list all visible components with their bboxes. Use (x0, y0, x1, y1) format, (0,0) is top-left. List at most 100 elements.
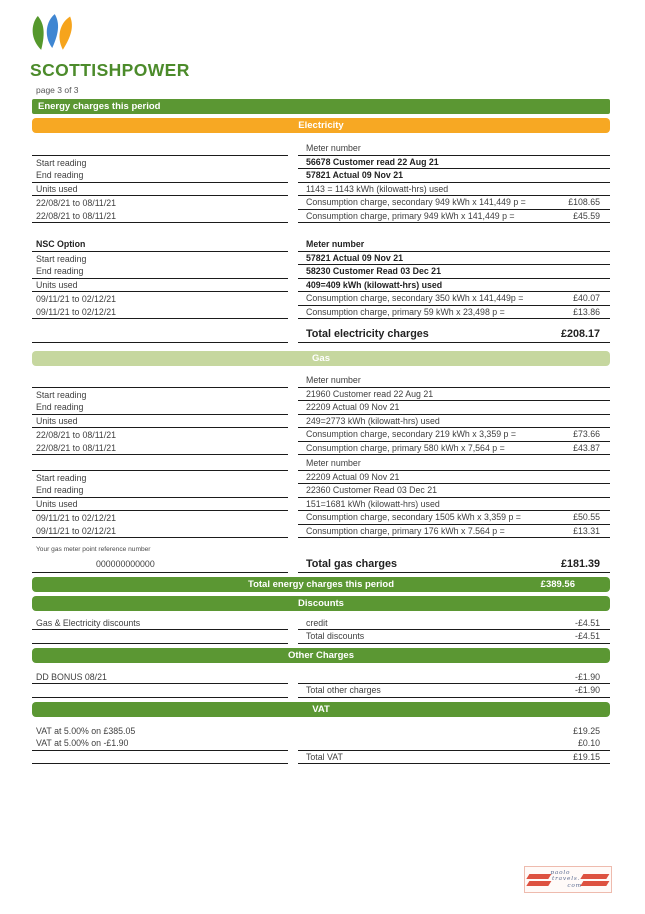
row-label: VAT at 5.00% on -£1.90 (32, 737, 288, 751)
row-description: Meter number (306, 239, 365, 249)
row-label: Units used (32, 279, 288, 292)
row-value: Consumption charge, primary 580 kWh x 7,… (298, 442, 610, 455)
row-label: Gas & Electricity discounts (32, 617, 288, 630)
total-energy-label: Total energy charges this period (247, 578, 395, 590)
table-row: Meter number (32, 457, 610, 471)
row-amount: £40.07 (573, 293, 600, 303)
row-label: NSC Option (32, 238, 288, 252)
table-row: 22/08/21 to 08/11/21 Consumption charge, … (32, 210, 610, 223)
table-row: End reading 58230 Customer Read 03 Dec 21 (32, 265, 610, 279)
banner-vat: VAT (32, 701, 610, 717)
row-description: Consumption charge, secondary 350 kWh x … (306, 293, 524, 303)
table-row: Meter number (32, 142, 610, 156)
row-description: Total electricity charges (306, 328, 429, 340)
row-value: Consumption charge, secondary 949 kWh x … (298, 196, 610, 210)
row-label (32, 696, 288, 698)
row-value: Consumption charge, primary 59 kWh x 23,… (298, 306, 610, 319)
row-label: DD BONUS 08/21 (32, 671, 288, 684)
row-description: 1143 = 1143 kWh (kilowatt-hrs) used (306, 183, 449, 194)
stamp-stripes-left-icon (526, 872, 552, 887)
row-value: Consumption charge, primary 949 kWh x 14… (298, 210, 610, 223)
stamp-line2: travels. (551, 876, 581, 883)
row-value: 249=2773 kWh (kilowatt-hrs) used (298, 415, 610, 428)
table-row: DD BONUS 08/21 -£1.90 (32, 671, 610, 684)
table-row: End reading 57821 Actual 09 Nov 21 (32, 169, 610, 183)
table-row: End reading 22360 Customer Read 03 Dec 21 (32, 484, 610, 498)
stamp-stripes-right-icon (580, 872, 610, 887)
row-value: Consumption charge, secondary 350 kWh x … (298, 292, 610, 306)
table-row: Units used 1143 = 1143 kWh (kilowatt-hrs)… (32, 183, 610, 196)
row-value: 22209 Actual 09 Nov 21 (298, 471, 610, 484)
row-description: 56678 Customer read 22 Aug 21 (306, 156, 439, 167)
row-value: -£1.90 (298, 671, 610, 684)
row-amount: £13.86 (573, 306, 600, 317)
row-description: Consumption charge, primary 949 kWh x 14… (306, 210, 515, 221)
row-amount: £45.59 (573, 210, 600, 221)
vat-table: VAT at 5.00% on £385.05 £19.25 VAT at 5.00… (32, 724, 610, 764)
row-value: 22360 Customer Read 03 Dec 21 (298, 484, 610, 498)
table-row: Units used 409=409 kWh (kilowatt-hrs) use… (32, 279, 610, 292)
row-description: Total VAT (306, 751, 343, 762)
row-label (32, 386, 288, 388)
row-value: Meter number (298, 142, 610, 156)
row-description: Consumption charge, primary 176 kWh x 7.… (306, 525, 505, 536)
row-label: 22/08/21 to 08/11/21 (32, 442, 288, 455)
table-row: NSC Option Meter number (32, 238, 610, 252)
table-row: 09/11/21 to 02/12/21 Consumption charge, … (32, 525, 610, 538)
table-row: 09/11/21 to 02/12/21 Consumption charge, … (32, 511, 610, 525)
discounts-table: Gas & Electricity discounts credit -£4.51 T… (32, 617, 610, 644)
row-label: Units used (32, 415, 288, 428)
row-description: Total discounts (306, 631, 365, 641)
row-value: 151=1681 kWh (kilowatt-hrs) used (298, 498, 610, 511)
row-label: 09/11/21 to 02/12/21 (36, 294, 117, 304)
row-amount: -£4.51 (575, 631, 600, 641)
row-value: credit -£4.51 (298, 617, 610, 630)
row-description: 58230 Customer Read 03 Dec 21 (306, 266, 441, 276)
banner-electricity: Electricity (32, 118, 610, 133)
row-description: Consumption charge, primary 580 kWh x 7,… (306, 442, 505, 453)
row-value: 58230 Customer Read 03 Dec 21 (298, 265, 610, 279)
row-value: 57821 Actual 09 Nov 21 (298, 169, 610, 183)
table-row: Gas & Electricity discounts credit -£4.51 (32, 617, 610, 630)
table-row: Total discounts -£4.51 (32, 630, 610, 644)
row-amount: £181.39 (560, 557, 600, 570)
row-amount: £73.66 (573, 429, 600, 439)
row-amount: £19.25 (573, 725, 600, 736)
row-amount: £43.87 (573, 442, 600, 453)
electricity-total-table: Total electricity charges £208.17 (32, 324, 610, 343)
electricity-meter1-table: Meter number Start reading 56678 Customer … (32, 142, 610, 223)
row-description: 249=2773 kWh (kilowatt-hrs) used (306, 415, 440, 426)
table-row: VAT at 5.00% on -£1.90 £0.10 (32, 737, 610, 751)
row-amount: £50.55 (573, 512, 600, 522)
row-value: 57821 Actual 09 Nov 21 (298, 252, 610, 265)
table-row: 09/11/21 to 02/12/21 Consumption charge, … (32, 292, 610, 306)
gas-meter2-table: Meter number Start reading 22209 Actual 09… (32, 457, 610, 538)
row-value: Total gas charges £181.39 (298, 556, 610, 573)
row-description: 151=1681 kWh (kilowatt-hrs) used (306, 498, 440, 509)
row-label (32, 642, 288, 644)
brand-name: SCOTTISHPOWER (30, 60, 190, 80)
row-label: 09/11/21 to 02/12/21 (32, 525, 288, 538)
row-value: Meter number (298, 374, 610, 388)
other-charges-table: DD BONUS 08/21 -£1.90 Total other charges -… (32, 671, 610, 698)
table-row: Total electricity charges £208.17 (32, 324, 610, 343)
row-value: 1143 = 1143 kWh (kilowatt-hrs) used (298, 183, 610, 196)
stamp-text: paolo travels. com (550, 870, 582, 889)
row-label: Start reading (36, 389, 87, 400)
table-row: Start reading 57821 Actual 09 Nov 21 (32, 252, 610, 265)
row-description: 409=409 kWh (kilowatt-hrs) used (306, 279, 443, 290)
row-label: End reading (32, 265, 288, 279)
row-value: Total electricity charges £208.17 (298, 326, 610, 343)
table-row: VAT at 5.00% on £385.05 £19.25 (32, 724, 610, 738)
logo: SCOTTISHPOWER (0, 0, 645, 81)
row-amount: -£4.51 (575, 617, 600, 628)
row-value: Total discounts -£4.51 (298, 630, 610, 644)
table-row: Start reading 22209 Actual 09 Nov 21 (32, 471, 610, 484)
table-row: Total VAT £19.15 (32, 751, 610, 764)
row-amount: £19.15 (573, 751, 600, 762)
row-label: Your gas meter point reference number (36, 545, 151, 553)
table-row: Your gas meter point reference number (32, 540, 610, 554)
row-value: 21960 Customer read 22 Aug 21 (298, 388, 610, 401)
table-row: Units used 249=2773 kWh (kilowatt-hrs) us… (32, 415, 610, 428)
row-description: 22209 Actual 09 Nov 21 (306, 402, 400, 412)
